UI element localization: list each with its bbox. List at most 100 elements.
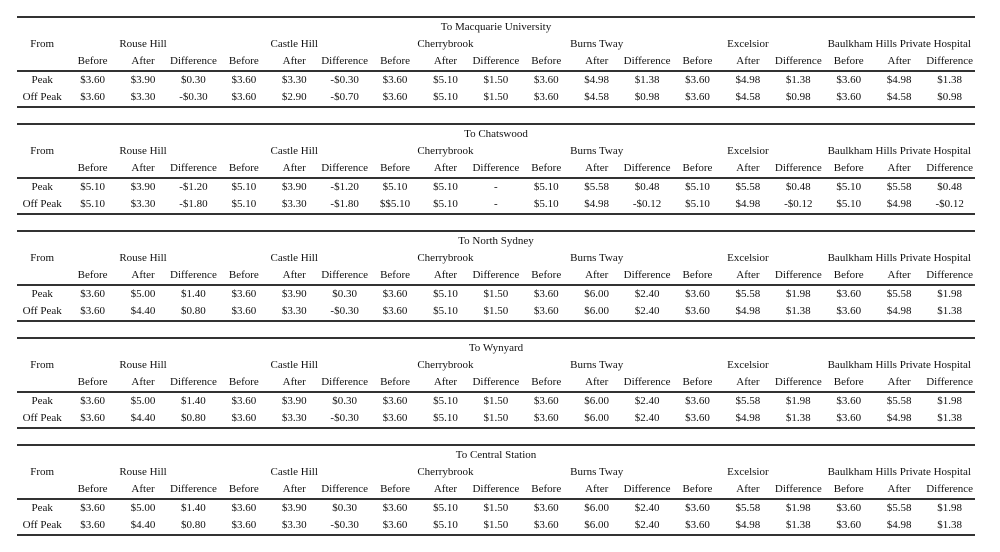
before-header: Before [67,374,118,393]
fare-cell: $4.98 [873,196,925,215]
table-row: Off Peak $3.60 $4.40 $0.80 $3.60 $3.30 -$0.30 $… [17,410,975,429]
fare-cell: $3.60 [218,410,270,429]
origin-header: Excelsior [727,359,769,371]
difference-header: Difference [773,160,824,179]
difference-header: Difference [621,53,673,72]
fare-cell: $3.60 [823,303,874,322]
fare-cell: $3.60 [685,395,710,407]
fare-cell: $5.00 [130,502,156,514]
difference-header: Difference [168,374,219,393]
fare-cell: $1.98 [937,395,963,407]
empty-cell [17,481,68,500]
fare-cell: $3.90 [281,181,307,193]
fare-cell: $1.38 [924,303,975,322]
origin-header: Excelsior [727,252,769,264]
fare-cell: $6.00 [584,395,610,407]
fare-table: To Wynyard From Rouse Hill Castle Hill Cherr… [17,339,975,429]
fare-cell: $1.38 [773,517,824,536]
origin-header: Baulkham Hills Private Hospital [827,359,971,371]
fare-cell: $5.10 [67,196,118,215]
fare-cell: $3.60 [369,410,421,429]
difference-header: Difference [773,53,824,72]
origin-header-row: From Rouse Hill Castle Hill Cherrybrook Burn… [17,36,975,53]
after-header: After [420,481,471,500]
period-label: Peak [31,288,53,300]
fare-cell: $3.60 [218,517,270,536]
fare-cell: $1.98 [785,288,811,300]
fare-cell: $5.00 [130,288,156,300]
subheader-row: Before After Difference Before After Differen… [17,481,975,500]
after-header: After [873,481,925,500]
fare-cell: $5.10 [433,395,458,407]
fare-cell: $3.30 [269,410,320,429]
fare-cell: $4.58 [873,89,925,108]
before-header: Before [823,374,874,393]
fare-cell: $5.10 [823,196,874,215]
fare-table-section: To North Sydney From Rouse Hill Castle Hill… [17,230,975,322]
fare-cell: -$0.30 [330,74,359,86]
destination-title: To North Sydney [458,235,534,247]
difference-header: Difference [773,481,824,500]
fare-cell: $6.00 [571,303,622,322]
empty-cell [17,267,68,286]
after-header: After [722,374,774,393]
fare-cell: $3.60 [672,517,723,536]
fare-cell: $5.58 [584,181,610,193]
difference-header: Difference [470,481,522,500]
origin-header: Rouse Hill [119,38,167,50]
fare-cell: - [470,196,522,215]
fare-cell: $1.98 [937,502,963,514]
fare-cell: $3.60 [80,502,105,514]
fare-cell: $5.10 [685,181,710,193]
fare-cell: $5.10 [433,288,458,300]
after-header: After [873,53,925,72]
fare-cell: $3.60 [836,395,862,407]
difference-header: Difference [470,267,522,286]
origin-header: Baulkham Hills Private Hospital [827,145,971,157]
before-header: Before [218,374,270,393]
fare-cell: $5.58 [886,502,912,514]
after-header: After [873,374,925,393]
fare-cell: $3.30 [281,74,307,86]
fare-cell: $3.60 [67,303,118,322]
fare-cell: $0.98 [924,89,975,108]
difference-header: Difference [470,53,522,72]
fare-cell: $0.48 [937,181,963,193]
after-header: After [722,160,774,179]
after-header: After [420,53,471,72]
before-header: Before [369,374,421,393]
fare-cell: $1.50 [470,410,522,429]
fare-cell: $3.60 [80,74,105,86]
fare-cell: -$1.20 [330,181,359,193]
before-header: Before [521,481,572,500]
before-header: Before [672,160,723,179]
origin-header-row: From Rouse Hill Castle Hill Cherrybrook Burn… [17,464,975,481]
fare-cell: $2.90 [269,89,320,108]
before-header: Before [369,481,421,500]
fare-table: To Central Station From Rouse Hill Castle H… [17,446,975,536]
fare-cell: $6.00 [571,517,622,536]
fare-cell: $5.10 [433,74,458,86]
fare-cell: $4.98 [722,196,774,215]
fare-cell: $4.58 [722,89,774,108]
difference-header: Difference [924,481,975,500]
fare-cell: $3.60 [685,502,710,514]
fare-cell: $3.60 [369,303,421,322]
before-header: Before [672,481,723,500]
fare-cell: $5.10 [231,181,257,193]
fare-cell: $1.50 [483,395,509,407]
fare-cell: $3.60 [685,74,710,86]
before-header: Before [521,53,572,72]
after-header: After [571,160,622,179]
fare-cell: $3.60 [521,89,572,108]
fare-cell: -$0.12 [773,196,824,215]
fare-cell: $0.80 [168,517,219,536]
after-header: After [722,481,774,500]
fare-table-section: To Wynyard From Rouse Hill Castle Hill Cherr… [17,337,975,429]
fare-cell: $3.60 [231,288,257,300]
fare-cell: $1.98 [937,288,963,300]
after-header: After [117,481,169,500]
fare-cell: $3.60 [80,288,105,300]
after-header: After [873,267,925,286]
before-header: Before [521,160,572,179]
